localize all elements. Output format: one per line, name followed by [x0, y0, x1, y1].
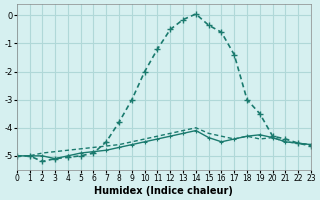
X-axis label: Humidex (Indice chaleur): Humidex (Indice chaleur) [94, 186, 233, 196]
